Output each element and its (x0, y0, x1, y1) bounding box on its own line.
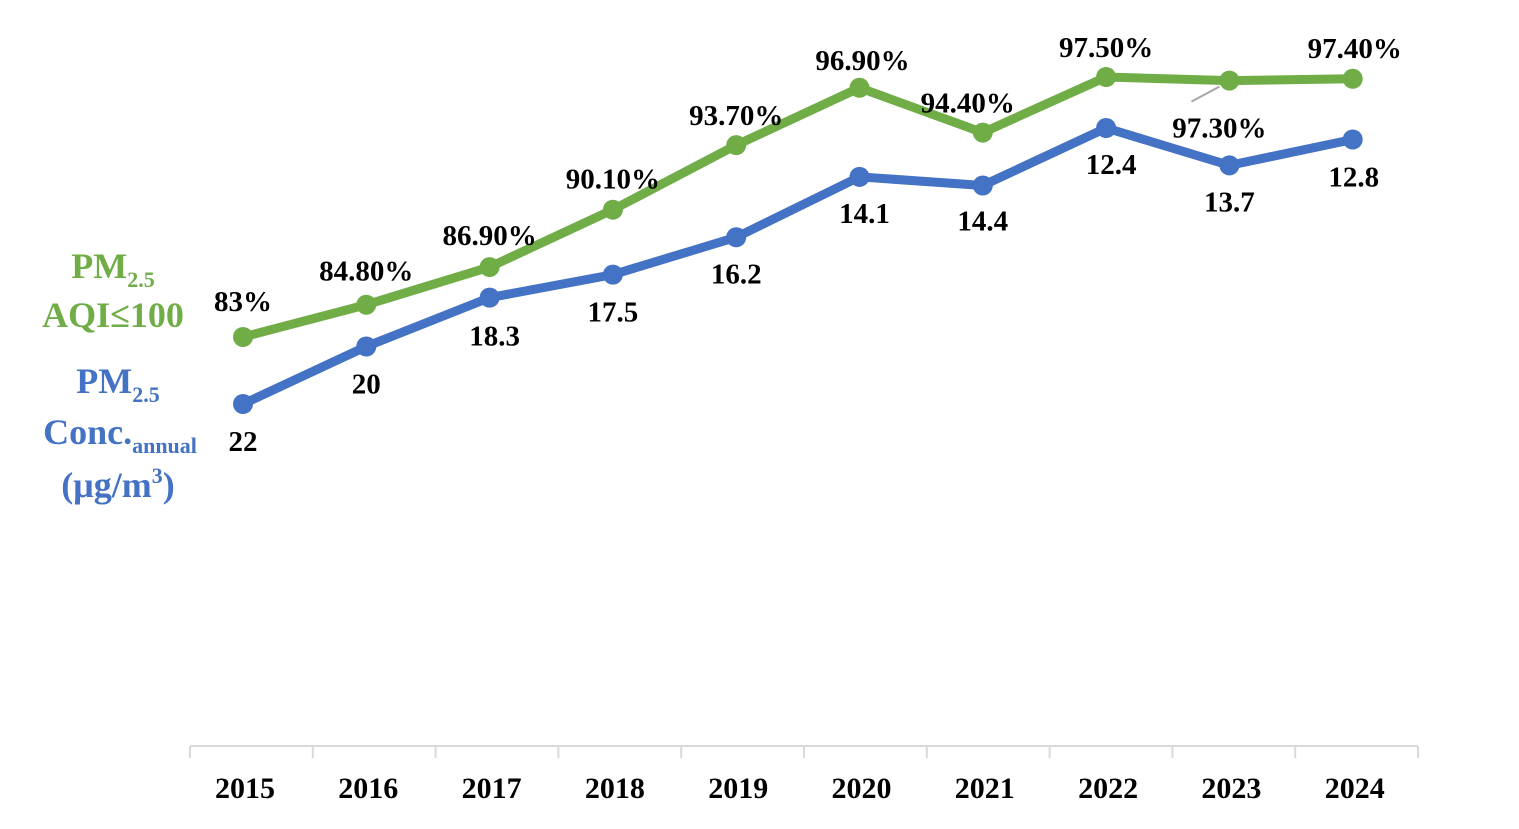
data-point-aqi (356, 294, 377, 315)
data-label-aqi: 83% (214, 286, 272, 318)
data-label-conc: 14.4 (957, 206, 1008, 238)
data-point-conc (479, 287, 500, 308)
data-point-aqi (1342, 68, 1363, 89)
data-label-conc: 18.3 (469, 321, 520, 353)
data-label-aqi: 96.90% (815, 45, 909, 77)
legend-conc-annual-subscript: annual (132, 433, 197, 458)
data-point-aqi (726, 135, 747, 156)
x-tick-label: 2024 (1325, 772, 1385, 805)
x-axis-ticks (189, 746, 1419, 758)
data-label-conc: 22 (229, 426, 258, 458)
series-line-conc (238, 123, 1358, 409)
legend-conc-unit-close: ) (163, 465, 175, 505)
data-point-conc (233, 394, 253, 414)
data-point-conc (1342, 129, 1363, 150)
data-label-aqi: 94.40% (921, 88, 1015, 120)
legend-conc-unit-superscript: 3 (152, 463, 163, 488)
x-tick-label: 2015 (215, 772, 275, 805)
data-point-aqi (1096, 67, 1117, 87)
series-layer: 83% 84.80% 86.90% 90.10% 93.70% 96.90% 94.40% 9… (214, 32, 1402, 458)
data-label-leader-line (1190, 85, 1220, 103)
x-tick-label: 2023 (1201, 772, 1261, 805)
x-tick-label: 2018 (585, 772, 645, 805)
data-label-aqi: 97.40% (1308, 33, 1402, 65)
data-point-conc (356, 336, 377, 357)
data-label-conc: 16.2 (711, 258, 762, 290)
legend-conc-unit: (μg/m (61, 465, 151, 505)
data-point-aqi (1219, 70, 1240, 91)
legend-aqi-pm: PM (71, 246, 127, 286)
data-label-aqi: 84.80% (319, 256, 413, 288)
legend-aqi-name-line1: PM2.5 (71, 246, 154, 292)
data-label-aqi: 86.90% (442, 220, 536, 252)
data-label-aqi: 97.50% (1059, 32, 1153, 64)
legend-conc-pm: PM (76, 361, 132, 401)
x-tick-label: 2021 (955, 772, 1015, 805)
data-label-conc: 20 (352, 369, 381, 401)
data-point-conc (849, 166, 870, 187)
data-point-conc (726, 227, 747, 248)
data-label-conc: 17.5 (588, 297, 639, 329)
series-line-aqi (238, 72, 1358, 342)
legend-conc-pm-subscript: 2.5 (132, 382, 160, 407)
data-point-conc (1096, 118, 1117, 138)
data-point-aqi (849, 77, 870, 98)
legend-aqi: PM2.5 AQI≤100 (42, 246, 184, 335)
data-point-aqi (602, 199, 623, 220)
x-axis-tick-labels: 2015 2016 2017 2018 2019 2020 2021 2022 2023 2024 (215, 772, 1385, 805)
data-label-aqi: 93.70% (689, 100, 783, 132)
data-point-conc (1219, 155, 1240, 176)
data-label-conc: 12.4 (1086, 149, 1137, 181)
data-point-aqi (972, 122, 993, 143)
data-label-conc: 14.1 (839, 198, 890, 230)
data-point-aqi (479, 257, 500, 278)
x-tick-label: 2020 (832, 772, 892, 805)
data-label-aqi: 90.10% (566, 164, 660, 196)
legend-conc: PM2.5 Conc.annual (μg/m3) (43, 361, 197, 505)
legend-conc-name-line2: Conc.annual (43, 412, 197, 458)
x-tick-label: 2017 (462, 772, 522, 805)
data-point-conc (602, 264, 623, 285)
legend-conc-name-line3: (μg/m3) (61, 463, 174, 505)
data-label-conc: 13.7 (1204, 186, 1255, 218)
legend-conc-conc: Conc. (43, 412, 132, 452)
legend-aqi-name-line2: AQI≤100 (42, 295, 184, 335)
data-point-conc (972, 175, 993, 196)
x-tick-label: 2019 (708, 772, 768, 805)
legend-aqi-pm-subscript: 2.5 (127, 267, 155, 292)
data-label-aqi: 97.30% (1172, 113, 1266, 145)
data-point-aqi (233, 327, 253, 347)
legend-conc-name-line1: PM2.5 (76, 361, 159, 407)
data-label-conc: 12.8 (1328, 162, 1379, 194)
x-tick-label: 2022 (1078, 772, 1138, 805)
x-tick-label: 2016 (338, 772, 398, 805)
